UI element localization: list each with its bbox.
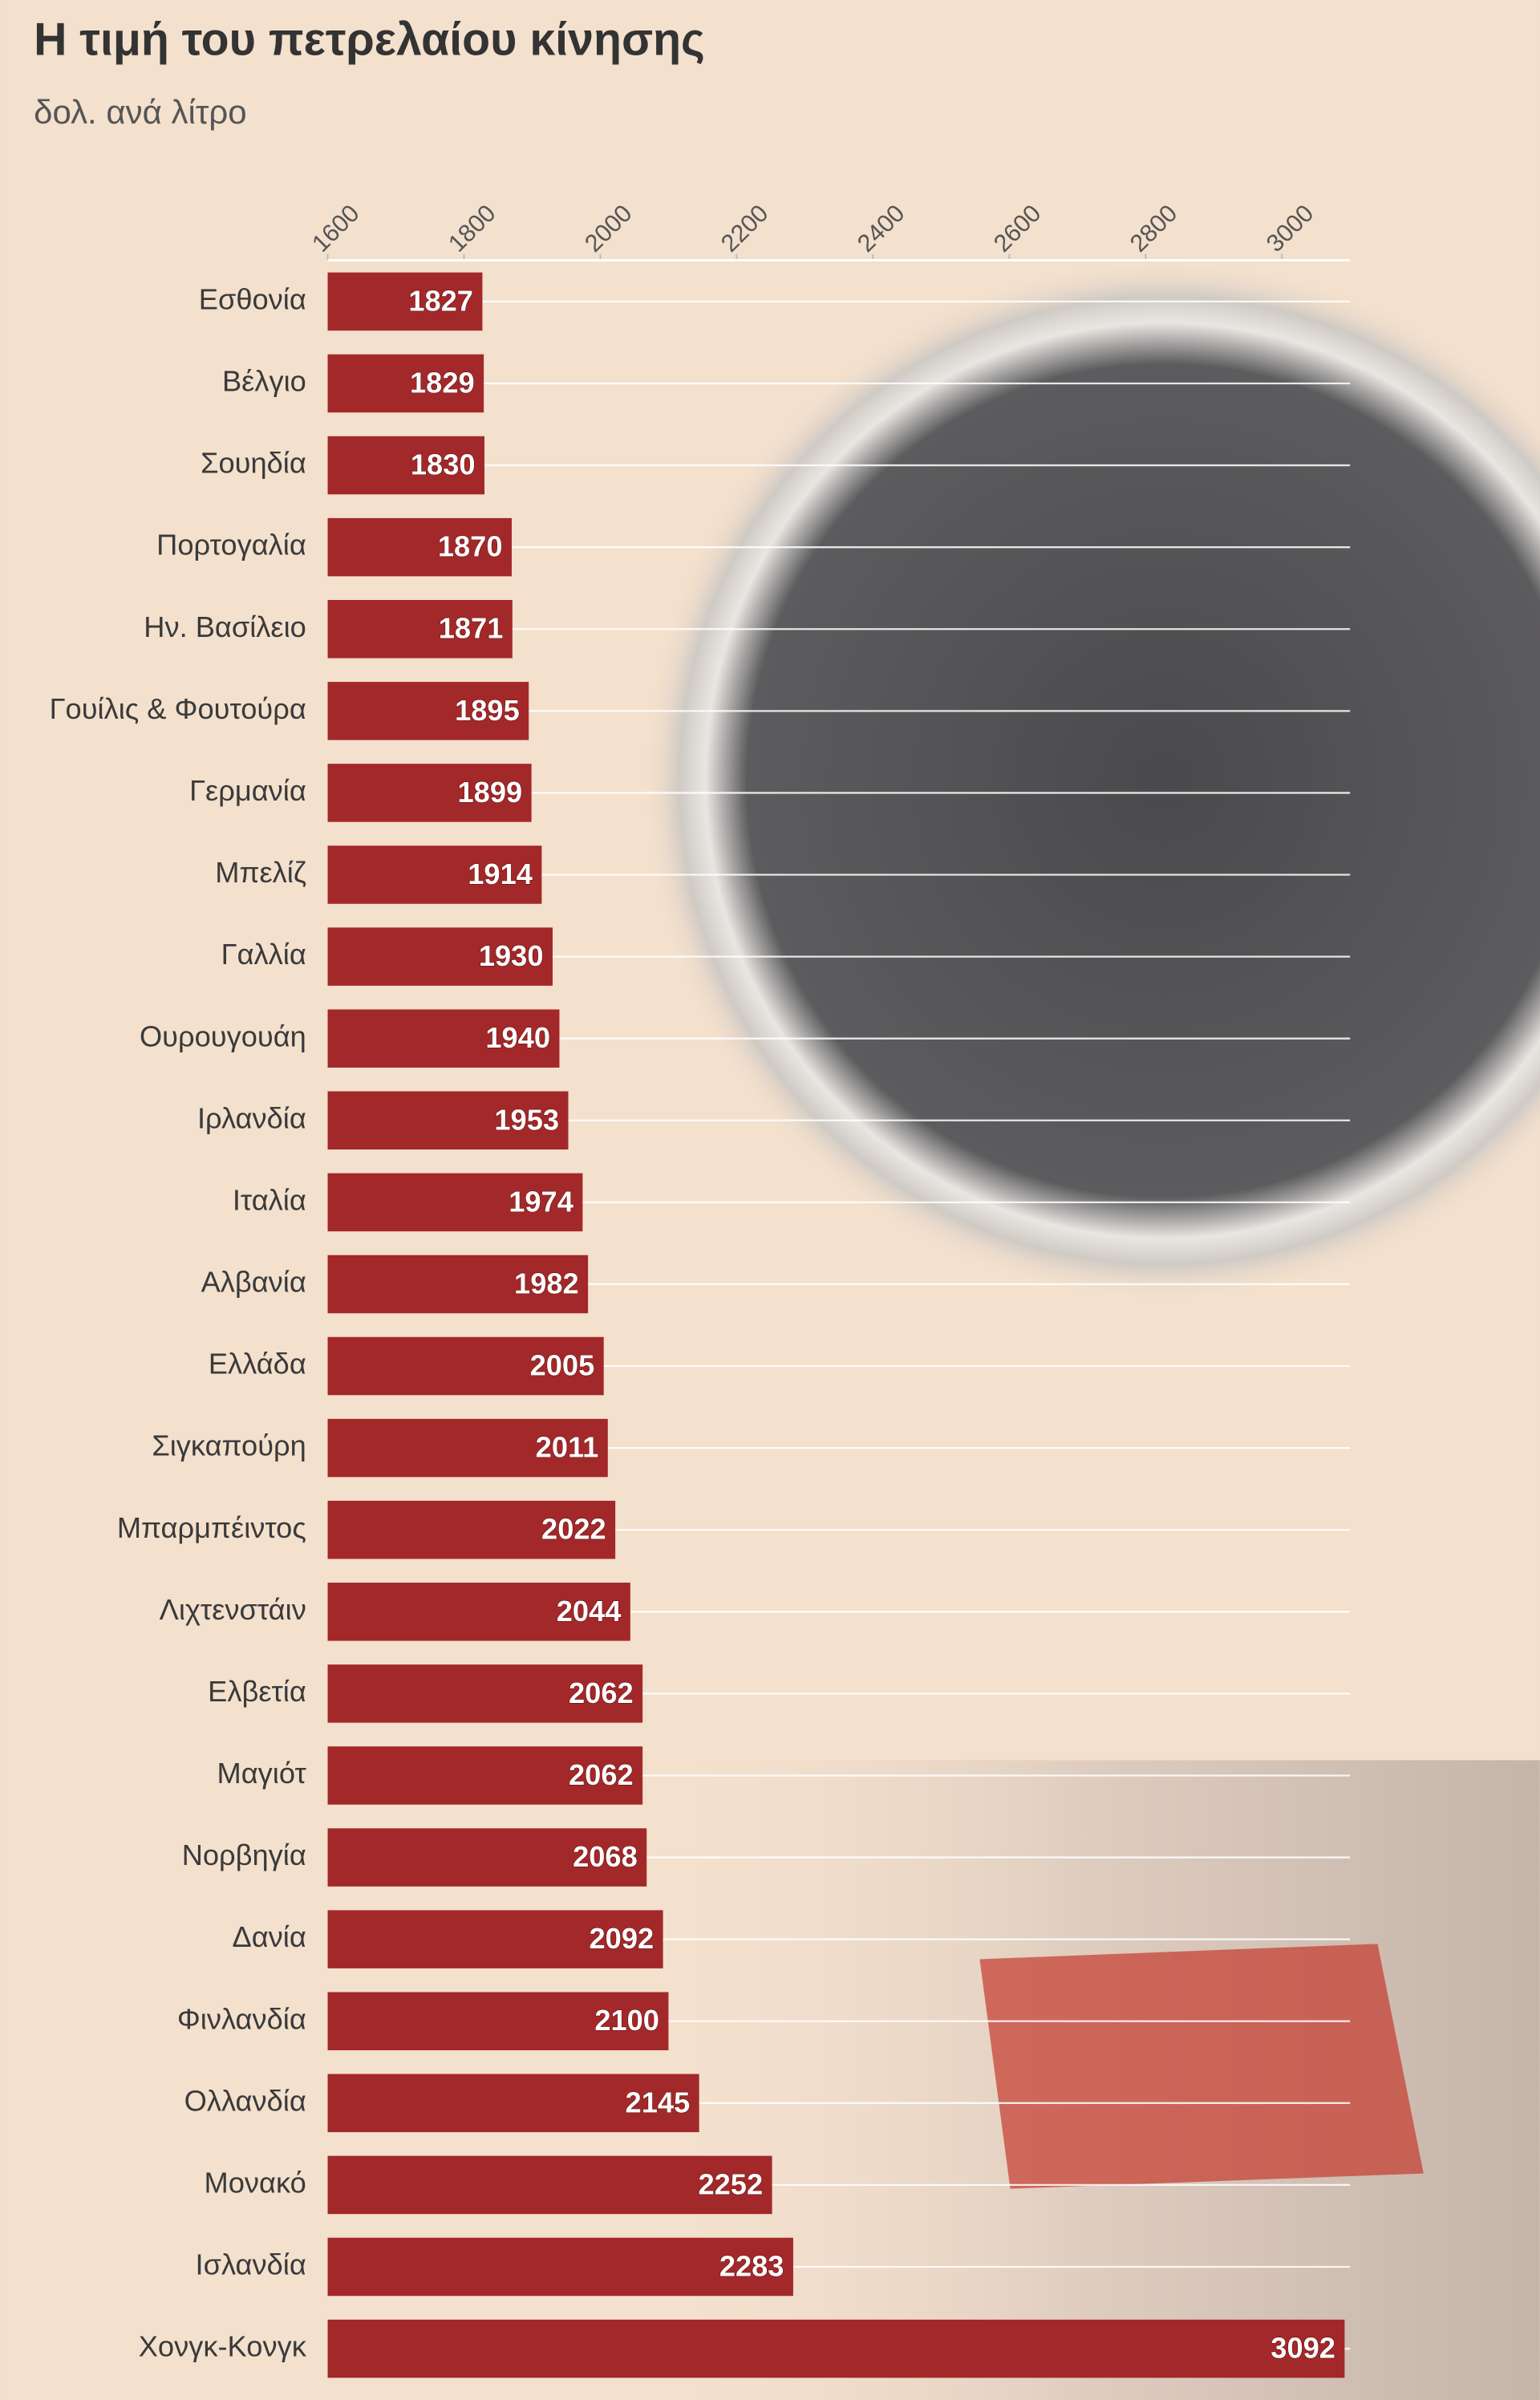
bar	[327, 845, 542, 904]
value-label: 1953	[494, 1103, 559, 1136]
category-label: Ιρλανδία	[197, 1101, 306, 1134]
chart-subtitle: δολ. ανά λίτρο	[34, 93, 246, 131]
bar	[327, 2319, 1345, 2378]
value-label: 2145	[626, 2086, 691, 2118]
bar	[327, 2074, 699, 2133]
category-label: Γουίλις & Φουτούρα	[50, 692, 306, 725]
bar	[327, 764, 532, 822]
value-label: 1930	[479, 939, 544, 972]
bar	[327, 517, 512, 577]
value-label: 2062	[569, 1676, 634, 1709]
bar	[327, 436, 484, 495]
value-label: 2092	[590, 1922, 654, 1955]
value-label: 2022	[541, 1513, 606, 1546]
category-label: Χονγκ-Κονγκ	[139, 2330, 307, 2363]
bar	[327, 1583, 630, 1641]
pump-nozzle	[979, 1944, 1424, 2189]
chart-title: Η τιμή του πετρελαίου κίνησης	[34, 14, 705, 66]
value-label: 1982	[514, 1267, 579, 1299]
value-label: 1895	[455, 694, 520, 727]
category-label: Μαγιότ	[217, 1757, 307, 1790]
value-label: 1827	[408, 284, 473, 317]
category-label: Γερμανία	[189, 774, 306, 807]
category-label: Ην. Βασίλειο	[144, 610, 306, 643]
bar	[327, 1336, 604, 1396]
value-label: 1830	[411, 448, 476, 481]
category-label: Λιχτενστάιν	[160, 1593, 306, 1626]
category-label: Πορτογαλία	[156, 529, 306, 561]
bar	[327, 1418, 608, 1478]
category-label: Δανία	[233, 1920, 306, 1953]
bar	[327, 1992, 669, 2050]
value-label: 1899	[458, 776, 523, 809]
category-label: Ουρουγουάη	[140, 1020, 306, 1052]
category-label: Βέλγιο	[222, 365, 306, 398]
bar	[327, 600, 513, 659]
value-label: 2005	[530, 1349, 595, 1382]
category-label: Εσθονία	[199, 282, 306, 315]
category-label: Σουηδία	[201, 447, 306, 480]
bar	[327, 1255, 589, 1314]
value-label: 2044	[557, 1595, 622, 1628]
value-label: 1870	[438, 530, 503, 563]
bar	[327, 272, 483, 331]
gauge-image	[642, 260, 1540, 1301]
value-label: 1974	[509, 1185, 573, 1218]
value-label: 2100	[594, 2004, 659, 2037]
category-label: Μπελίζ	[215, 856, 306, 889]
value-label: 1940	[485, 1021, 550, 1054]
bar	[327, 354, 484, 413]
category-label: Φινλανδία	[177, 2002, 306, 2035]
value-label: 1829	[410, 366, 475, 399]
category-label: Ελλάδα	[209, 1348, 306, 1380]
category-label: Ισλανδία	[196, 2248, 306, 2281]
value-label: 1914	[468, 857, 533, 890]
bar	[327, 682, 529, 740]
value-label: 3092	[1270, 2332, 1335, 2365]
bar	[327, 1173, 583, 1232]
category-label: Αλβανία	[201, 1266, 306, 1299]
bar	[327, 2237, 793, 2297]
bar	[327, 1746, 643, 1805]
value-label: 2252	[698, 2167, 763, 2200]
value-label: 1871	[439, 612, 504, 645]
value-label: 2011	[536, 1431, 599, 1464]
bar	[327, 1664, 643, 1723]
category-label: Ολλανδία	[184, 2084, 306, 2117]
value-label: 2283	[719, 2249, 784, 2282]
category-label: Ιταλία	[233, 1183, 306, 1216]
value-label: 2062	[569, 1758, 634, 1791]
category-label: Ελβετία	[208, 1675, 306, 1708]
bar	[327, 1910, 663, 1968]
bar	[327, 927, 553, 986]
bar	[327, 1091, 569, 1150]
bar	[327, 1828, 647, 1887]
bar	[327, 1009, 560, 1068]
bar	[327, 1500, 616, 1559]
category-label: Μπαρμπέιντος	[117, 1511, 306, 1544]
value-label: 2068	[573, 1840, 638, 1873]
category-label: Νορβηγία	[182, 1839, 306, 1871]
bar	[327, 2155, 772, 2215]
category-label: Γαλλία	[221, 938, 306, 971]
category-label: Σιγκαπούρη	[152, 1429, 306, 1462]
category-label: Μονακό	[205, 2166, 306, 2199]
